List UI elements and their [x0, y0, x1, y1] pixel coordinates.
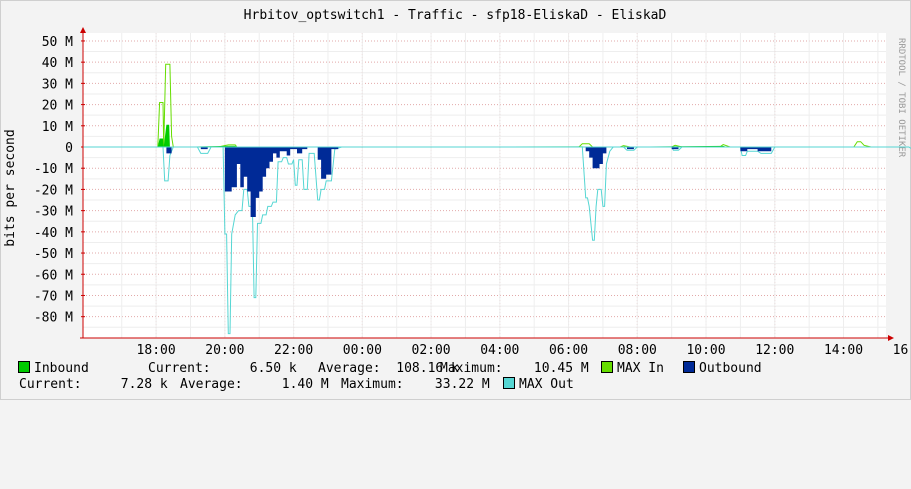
y-tick-label: -80 M	[34, 311, 73, 326]
y-tick-label: -20 M	[34, 183, 73, 198]
x-tick-label: 08:00	[618, 343, 657, 358]
y-tick-label: -70 M	[34, 289, 73, 304]
inbound-maximum: Maximum: 10.45 M	[440, 361, 589, 376]
x-tick-label: 20:00	[205, 343, 244, 358]
y-tick-label: 30 M	[42, 77, 73, 92]
legend-inbound: Inbound	[18, 361, 89, 377]
outbound-current: Current: 7.28 k	[19, 377, 168, 392]
max-in-swatch	[601, 361, 613, 373]
axes	[80, 27, 894, 341]
y-tick-label: -10 M	[34, 162, 73, 177]
max-out-swatch	[503, 377, 515, 389]
x-tick-label: 06:00	[549, 343, 588, 358]
max-in-label: MAX In	[617, 361, 664, 376]
rrdtool-watermark: RRDTOOL / TOBI OETIKER	[896, 38, 906, 158]
legend-row-1: Inbound Current: 6.50 k Average: 108.16 …	[0, 361, 911, 489]
legend-max-in: MAX In	[601, 361, 664, 377]
legend-row-2: Current: 7.28 k Average: 1.40 M Maximum:…	[0, 377, 911, 473]
inbound-current: Current: 6.50 k	[148, 361, 297, 376]
inbound-swatch	[18, 361, 30, 373]
x-tick-label: 22:00	[274, 343, 313, 358]
y-tick-label: -50 M	[34, 247, 73, 262]
y-axis-arrow	[80, 27, 86, 33]
max-out-label: MAX Out	[519, 377, 574, 392]
y-tick-label: 0	[65, 141, 73, 156]
x-axis-arrow	[888, 335, 894, 341]
outbound-maximum: Maximum: 33.22 M	[341, 377, 490, 392]
plot-area	[83, 33, 886, 338]
y-axis-label: bits per second	[3, 129, 18, 246]
x-tick-label: 14:00	[824, 343, 863, 358]
legend-outbound: Outbound	[683, 361, 762, 377]
inbound-average: Average: 108.16 k	[318, 361, 459, 376]
outbound-label: Outbound	[699, 361, 762, 376]
y-tick-label: 40 M	[42, 56, 73, 71]
inbound-label: Inbound	[34, 361, 89, 376]
x-tick-label: 12:00	[755, 343, 794, 358]
y-tick-label: 50 M	[42, 35, 73, 50]
chart-title: Hrbitov_optswitch1 - Traffic - sfp18-Eli…	[244, 8, 667, 23]
y-tick-label: -40 M	[34, 226, 73, 241]
outbound-average: Average: 1.40 M	[180, 377, 329, 392]
series-layer	[83, 63, 911, 335]
series-outbound	[166, 147, 911, 217]
y-tick-label: 10 M	[42, 120, 73, 135]
y-tick-label: -60 M	[34, 268, 73, 283]
legend-max-out: MAX Out	[503, 377, 574, 393]
x-tick-label: 00:00	[343, 343, 382, 358]
outbound-swatch	[683, 361, 695, 373]
x-tick-label: 16:00	[893, 343, 911, 358]
x-tick-label: 10:00	[686, 343, 725, 358]
tick-labels: 50 M 40 M 30 M 20 M 10 M 0 -10 M -20 M -30 M -40 …	[34, 35, 911, 358]
y-tick-label: -30 M	[34, 205, 73, 220]
chart-canvas: Hrbitov_optswitch1 - Traffic - sfp18-Eli…	[0, 0, 911, 400]
y-tick-label: 20 M	[42, 99, 73, 114]
x-tick-label: 02:00	[412, 343, 451, 358]
x-tick-label: 18:00	[137, 343, 176, 358]
x-tick-label: 04:00	[480, 343, 519, 358]
rrd-graph: Hrbitov_optswitch1 - Traffic - sfp18-Eli…	[0, 0, 911, 400]
